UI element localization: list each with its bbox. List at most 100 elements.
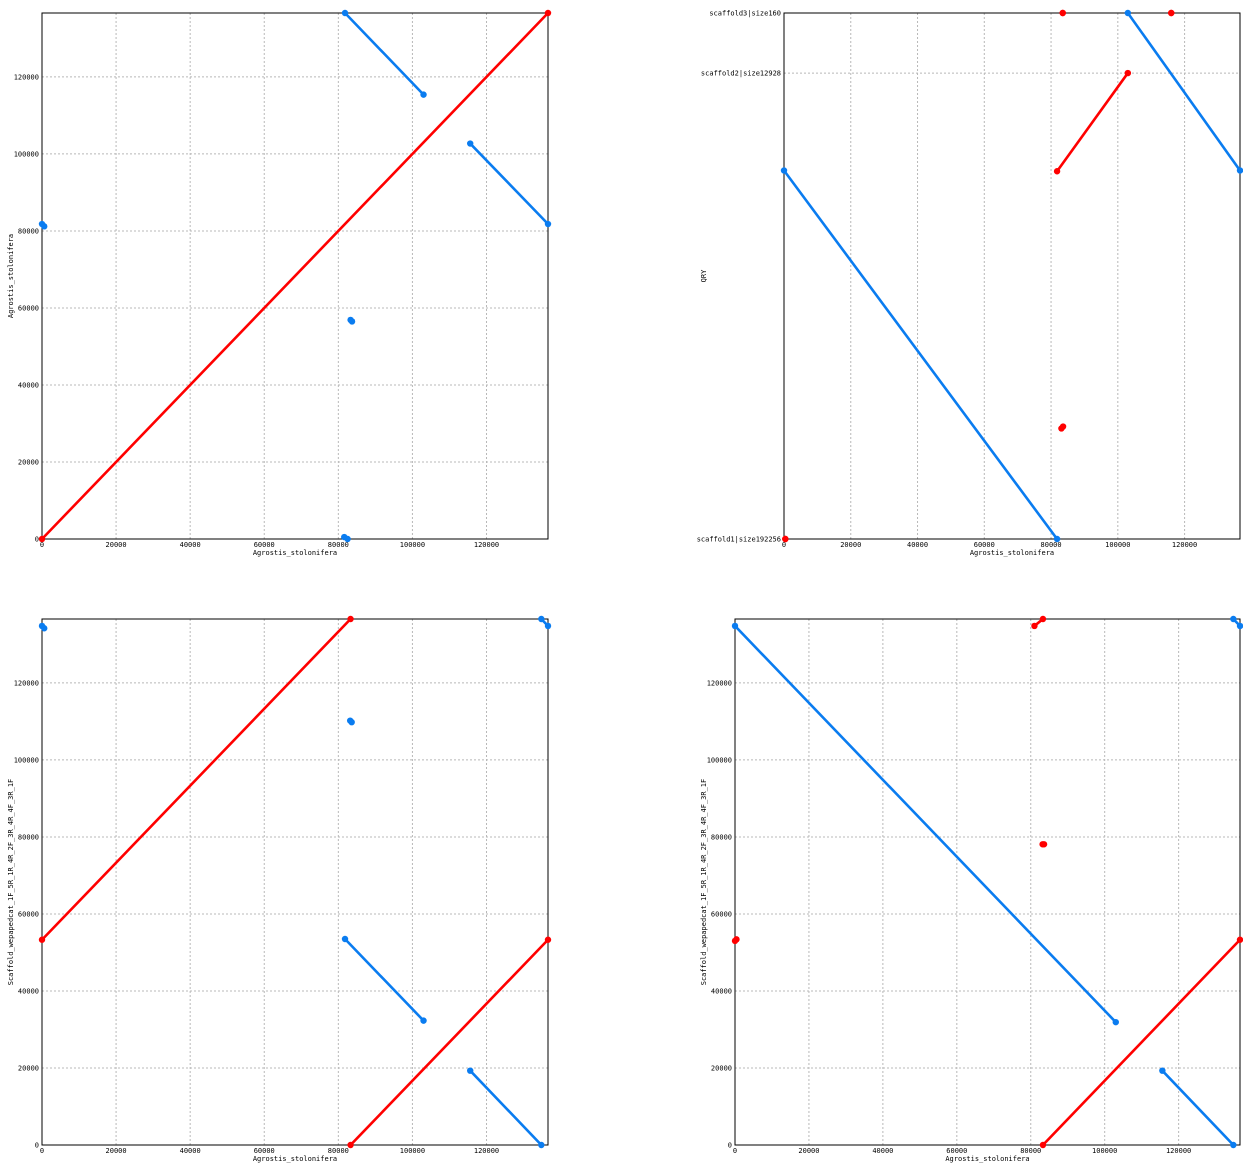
plot-frame xyxy=(41,12,549,540)
segment-end-point xyxy=(1124,69,1132,77)
x-tick-label: 40000 xyxy=(872,1147,893,1155)
y-tick-label: 80000 xyxy=(18,833,39,841)
y-tick-label: 20000 xyxy=(18,458,39,466)
x-tick-label: 80000 xyxy=(1020,1147,1041,1155)
alignment-segment xyxy=(343,11,425,96)
y-tick-label: 40000 xyxy=(18,987,39,995)
y-tick-label: 120000 xyxy=(14,679,39,687)
segment-end-point xyxy=(420,91,427,98)
alignment-segment xyxy=(468,142,550,226)
segment-start-point xyxy=(1124,9,1132,17)
y-axis-label: Scaffold_wepapedcat_1F_5R_1R_4R_2F_3R_4R… xyxy=(7,779,15,986)
y-tick-label: 60000 xyxy=(18,304,39,312)
x-tick-label: 40000 xyxy=(180,1147,201,1155)
y-tick-label: 20000 xyxy=(18,1064,39,1072)
segment-end-point xyxy=(733,936,740,943)
plot-frame xyxy=(41,618,549,1146)
alignment-segment xyxy=(733,624,1118,1024)
y-tick-label: 80000 xyxy=(711,833,732,841)
x-tick-label: 120000 xyxy=(1166,1147,1191,1155)
y-axis-label: Scaffold_wepapedcat_1F_5R_1R_4R_2F_3R_4R… xyxy=(700,779,708,986)
x-tick-label: 20000 xyxy=(106,1147,127,1155)
y-tick-label: 0 xyxy=(728,1142,732,1150)
segment-start-point xyxy=(538,615,545,623)
segment-end-point xyxy=(1059,9,1066,17)
segment-end-point xyxy=(1112,1018,1119,1026)
segment-start-point xyxy=(341,9,349,17)
segment-end-point xyxy=(420,1017,427,1024)
y-tick-label: 60000 xyxy=(711,910,732,918)
segment-end-point xyxy=(544,9,552,17)
x-tick-label: 120000 xyxy=(474,541,499,549)
y-tick-label: 80000 xyxy=(18,227,39,235)
segment-start-point xyxy=(780,167,788,174)
dotplot-panel-3: 0 20000 40000 60000 80000 100000 120000 0 20000 4… xyxy=(7,615,552,1163)
y-tick-label: 100000 xyxy=(707,756,732,764)
x-tick-label: 120000 xyxy=(474,1147,499,1155)
alignment-segment xyxy=(1126,11,1242,172)
segment-end-point xyxy=(1039,615,1047,623)
alignment-segment xyxy=(40,11,550,541)
x-tick-label: 20000 xyxy=(798,1147,819,1155)
x-tick-label: 0 xyxy=(782,541,786,549)
x-tick-label: 40000 xyxy=(907,541,928,549)
y-tick-label: scaffold1|size192256 xyxy=(697,536,781,544)
segment-start-point xyxy=(38,535,46,543)
segment-end-point xyxy=(348,718,355,726)
x-tick-label: 100000 xyxy=(400,541,425,549)
segment-end-point xyxy=(1236,167,1243,174)
segment-start-point xyxy=(1031,622,1038,630)
segment-start-point xyxy=(467,140,474,147)
y-tick-label: 20000 xyxy=(711,1064,732,1072)
dotplot-panel-1: 0 20000 40000 60000 80000 100000 120000 0 20000 4… xyxy=(7,9,552,557)
segment-end-point xyxy=(1236,936,1243,943)
segment-start-point xyxy=(38,936,46,943)
dotplot-panel-2: 0 20000 40000 60000 80000 100000 120000 scaffol… xyxy=(697,9,1243,557)
x-axis-label: Agrostis_stolonifera xyxy=(253,1155,337,1163)
y-tick-label: 0 xyxy=(35,1142,39,1150)
plot-frame xyxy=(734,618,1241,1146)
x-tick-label: 80000 xyxy=(328,541,349,549)
segment-end-point xyxy=(1230,1141,1237,1149)
x-tick-label: 40000 xyxy=(180,541,201,549)
segment-start-point xyxy=(1053,168,1061,175)
y-axis-label: QRY xyxy=(700,269,708,282)
segment-start-point xyxy=(1159,1067,1166,1074)
x-tick-label: 0 xyxy=(40,1147,44,1155)
y-tick-label: 40000 xyxy=(18,381,39,389)
segment-end-point xyxy=(1040,841,1048,848)
y-tick-label: 120000 xyxy=(14,73,39,81)
segment-start-point xyxy=(467,1067,474,1074)
y-axis-label: Agrostis_stolonifera xyxy=(7,234,15,318)
x-tick-label: 100000 xyxy=(400,1147,425,1155)
x-tick-label: 60000 xyxy=(254,1147,275,1155)
segment-end-point xyxy=(782,535,789,543)
segment-end-point xyxy=(544,622,552,630)
segment-end-point xyxy=(41,625,48,632)
y-tick-label: scaffold3|size160 xyxy=(709,10,781,18)
alignment-segment xyxy=(468,1069,543,1147)
alignment-segment xyxy=(1161,1069,1235,1147)
segment-end-point xyxy=(41,223,48,230)
alignment-segment xyxy=(349,938,550,1147)
x-axis-label: Agrostis_stolonifera xyxy=(945,1155,1029,1163)
segment-end-point xyxy=(348,318,356,325)
x-tick-label: 60000 xyxy=(946,1147,967,1155)
x-tick-label: 60000 xyxy=(974,541,995,549)
alignment-segment xyxy=(1055,71,1130,173)
segment-start-point xyxy=(1039,1141,1047,1149)
x-tick-label: 60000 xyxy=(254,541,275,549)
segment-end-point xyxy=(347,615,354,623)
dotplot-panel-4: 0 20000 40000 60000 80000 100000 120000 0 20000 4… xyxy=(700,615,1243,1163)
x-tick-label: 120000 xyxy=(1172,541,1197,549)
x-tick-label: 100000 xyxy=(1092,1147,1117,1155)
x-tick-label: 0 xyxy=(733,1147,737,1155)
y-tick-label: 40000 xyxy=(711,987,732,995)
segment-end-point xyxy=(344,535,351,543)
segment-end-point xyxy=(1168,9,1175,17)
segment-end-point xyxy=(544,220,552,228)
segment-start-point xyxy=(341,935,349,943)
x-axis-label: Agrostis_stolonifera xyxy=(253,549,337,557)
segment-start-point xyxy=(1230,615,1237,623)
